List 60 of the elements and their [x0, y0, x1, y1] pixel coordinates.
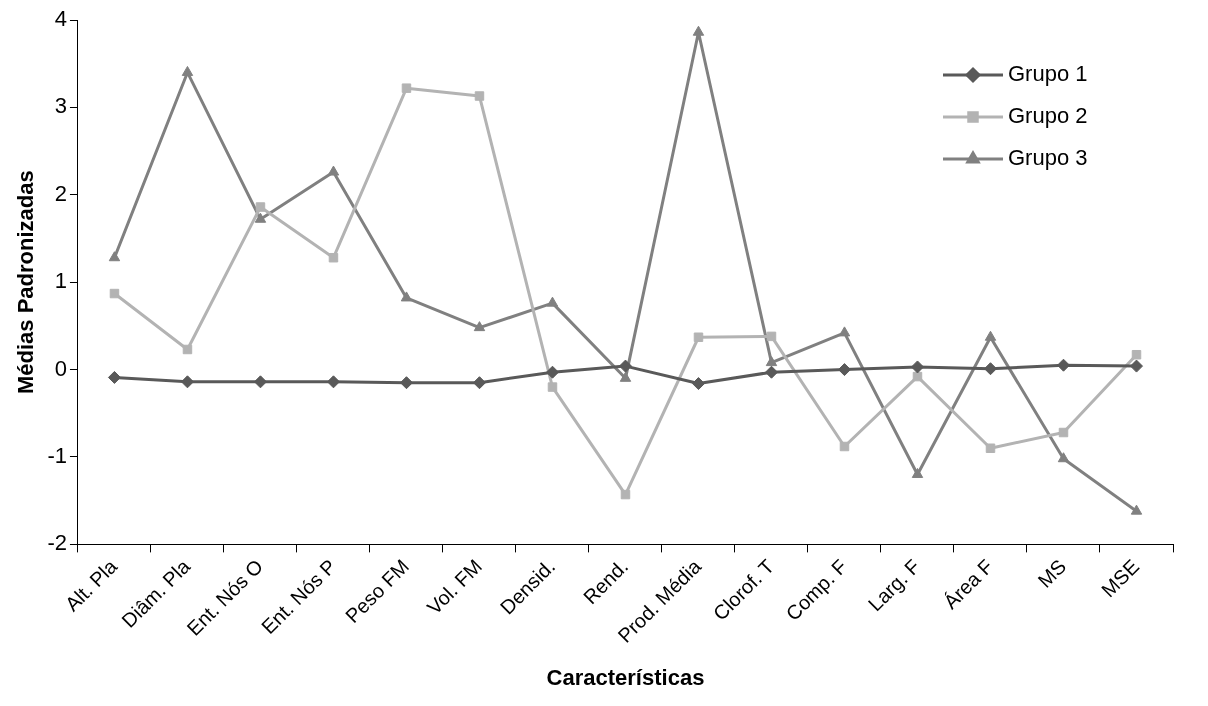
- point: [180, 375, 194, 389]
- point: [472, 376, 486, 390]
- point: [691, 377, 705, 391]
- x-tick-label: Larg. F: [863, 555, 925, 616]
- point: [545, 365, 559, 379]
- point: [837, 363, 851, 377]
- point: [1058, 427, 1069, 438]
- legend-label: Grupo 2: [1008, 103, 1088, 129]
- point: [181, 65, 194, 76]
- y-tick-label: -1: [47, 443, 67, 469]
- point: [255, 202, 266, 212]
- point: [109, 288, 120, 299]
- point: [326, 375, 340, 389]
- point: [399, 376, 413, 390]
- point: [985, 443, 996, 453]
- point: [766, 331, 777, 342]
- point: [182, 344, 193, 355]
- point: [693, 332, 704, 342]
- point: [1130, 359, 1143, 373]
- point: [401, 83, 412, 93]
- point: [328, 252, 339, 263]
- point: [620, 489, 631, 500]
- point: [474, 91, 485, 101]
- point: [1057, 358, 1070, 372]
- point: [327, 165, 340, 176]
- point: [618, 359, 632, 373]
- x-tick-label: Alt. Pla: [60, 554, 122, 616]
- y-tick-label: 0: [54, 355, 67, 381]
- y-tick-label: 1: [54, 268, 67, 294]
- point: [910, 360, 924, 374]
- y-tick-label: 2: [54, 180, 67, 206]
- y-tick-label: 4: [54, 6, 67, 32]
- point: [473, 321, 486, 332]
- point: [253, 375, 267, 389]
- point: [254, 212, 267, 223]
- point: [838, 326, 851, 337]
- point: [1131, 349, 1142, 360]
- point: [1130, 504, 1143, 515]
- y-tick-label: 3: [54, 93, 67, 119]
- point: [400, 291, 413, 302]
- legend-label: Grupo 1: [1008, 61, 1088, 87]
- point: [1057, 452, 1070, 463]
- point: [911, 467, 924, 478]
- point: [983, 362, 997, 376]
- point: [765, 356, 778, 367]
- point: [692, 25, 705, 36]
- x-axis-title: Características: [546, 664, 705, 690]
- point: [108, 251, 121, 262]
- legend-label: Grupo 3: [1008, 145, 1088, 171]
- y-tick-label: -2: [47, 530, 67, 556]
- point: [107, 370, 121, 384]
- point: [546, 296, 559, 307]
- point: [984, 330, 997, 341]
- point: [839, 441, 850, 452]
- y-axis-title: Médias Padronizadas: [13, 170, 39, 395]
- point: [547, 382, 558, 392]
- x-tick-label: Vol. FM: [422, 555, 487, 619]
- point: [764, 365, 778, 379]
- x-tick-label: MS: [1033, 555, 1071, 592]
- point: [619, 371, 632, 382]
